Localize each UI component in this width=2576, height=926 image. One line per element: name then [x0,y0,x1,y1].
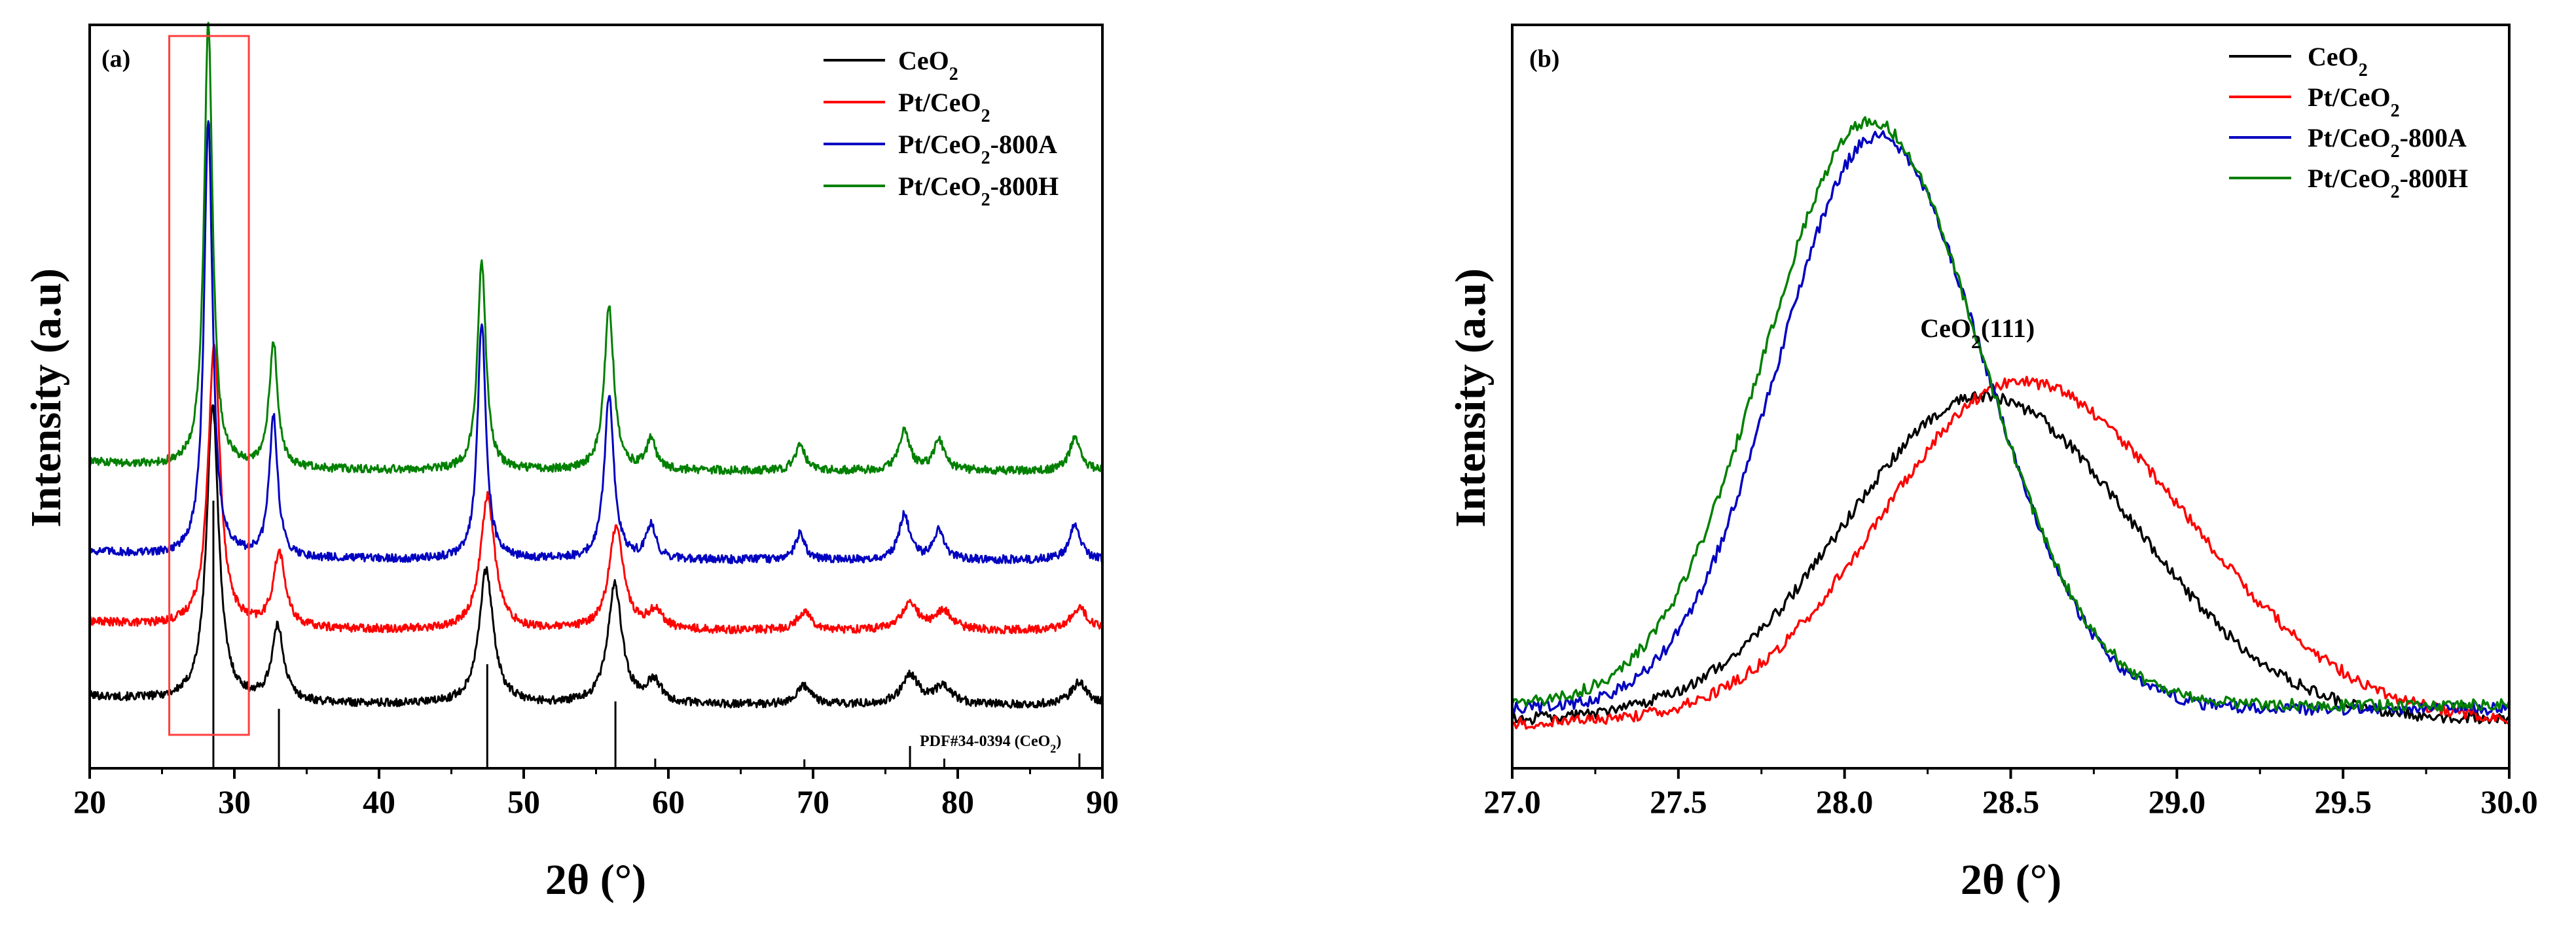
legend-label: Pt/CeO2-800H [898,171,1059,210]
x-tick-label: 40 [363,783,395,820]
legend-label: CeO2 [2308,42,2368,80]
panel-b: 27.0 27.5 28.0 28.5 29.0 29.5 30.0 (b) CeO2(11… [1447,24,2538,904]
panel-a: 20 30 40 50 60 70 80 90 (a) PDF#34-0394 (CeO2) … [22,22,1119,904]
panel-a-reference-lines [212,501,1081,768]
legend-label: Pt/CeO2 [2308,82,2400,121]
series-line [1511,116,2511,713]
x-tick-label: 28.5 [1982,783,2040,820]
legend-label: Pt/CeO2-800H [2308,164,2468,202]
series-line [88,22,1104,475]
x-tick-label: 60 [652,783,685,820]
panel-a-traces [88,22,1104,709]
x-tick-label: 20 [73,783,106,820]
legend-label: Pt/CeO2-800A [898,130,1057,168]
panel-a-highlight-box [168,35,250,736]
panel-b-label: (b) [1529,45,1559,73]
panel-b-x-axis-label: 2θ (°) [1961,856,2061,904]
series-line [88,404,1103,709]
panel-a-x-ticks: 20 30 40 50 60 70 80 90 [73,768,1119,820]
x-tick-label: 80 [941,783,974,820]
panel-a-x-axis-label: 2θ (°) [545,856,646,904]
x-tick-label: 29.5 [2314,783,2372,820]
panel-a-y-axis-label: Intensity (a.u) [22,268,70,527]
x-tick-label: 30.0 [2480,783,2538,820]
panel-b-peak-annotation: CeO2(111) [1920,313,2035,353]
x-tick-label: 50 [507,783,540,820]
panel-a-label: (a) [101,45,130,73]
series-line [1512,376,2510,730]
legend-label: Pt/CeO2-800A [2308,123,2467,162]
panel-b-x-ticks: 27.0 27.5 28.0 28.5 29.0 29.5 30.0 [1483,768,2538,820]
series-line [88,344,1104,635]
panel-a-reference-label: PDF#34-0394 (CeO2) [920,733,1061,755]
series-line [1511,130,2511,716]
x-tick-label: 27.0 [1483,783,1541,820]
series-line [1511,390,2511,726]
legend-label: Pt/CeO2 [898,88,990,126]
x-tick-label: 70 [797,783,829,820]
x-tick-label: 29.0 [2149,783,2206,820]
x-tick-label: 28.0 [1816,783,1874,820]
x-tick-label: 30 [218,783,251,820]
panel-b-y-axis-label: Intensity (a.u) [1447,268,1495,527]
panel-b-traces [1511,116,2511,730]
x-tick-label: 90 [1086,783,1119,820]
legend-label: CeO2 [898,46,958,84]
series-line [88,120,1104,565]
x-tick-label: 27.5 [1650,783,1707,820]
